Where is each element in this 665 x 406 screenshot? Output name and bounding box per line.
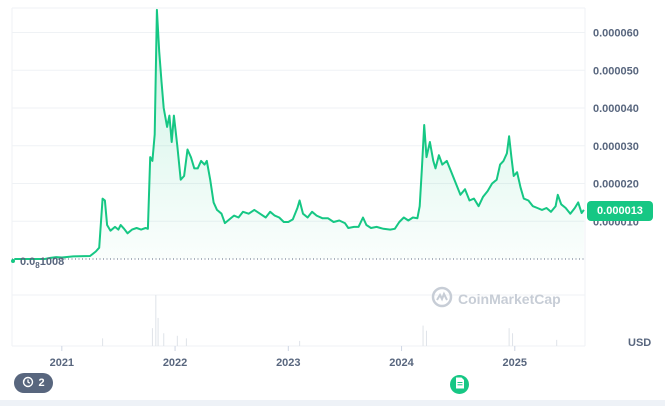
x-tick-label: 2023 [276, 357, 300, 369]
currency-label: USD [628, 337, 652, 349]
watermark: CoinMarketCap [431, 286, 561, 311]
y-tick-label: 0.000040 [593, 103, 639, 115]
volume-bar [425, 330, 427, 346]
x-tick-label: 2022 [163, 357, 187, 369]
coinmarketcap-logo-icon [431, 286, 453, 311]
current-price-badge: 0.000013 [587, 201, 653, 221]
volume-bar [102, 338, 104, 346]
note-button[interactable] [450, 375, 469, 394]
x-tick-label: 2024 [389, 357, 414, 369]
document-icon [455, 376, 465, 394]
x-tick-label: 2025 [503, 357, 527, 369]
volume-bar [155, 295, 157, 346]
start-price-dot [11, 259, 15, 263]
volume-bar [163, 333, 165, 346]
y-tick-label: 0.000060 [593, 28, 639, 40]
y-axis-ticks: 0.000060 0.000050 0.000040 0.000030 0.000020… [593, 28, 639, 229]
history-count: 2 [38, 377, 45, 389]
start-price-label: 0.081008 [20, 256, 65, 271]
bottom-strip [0, 400, 665, 406]
volume-bar [185, 338, 187, 346]
volume-bar [508, 328, 510, 346]
y-tick-label: 0.000020 [593, 179, 639, 191]
volume-bar [157, 317, 159, 346]
watermark-text: CoinMarketCap [458, 290, 561, 307]
x-tick-label: 2021 [50, 357, 74, 369]
history-button[interactable]: 2 [14, 373, 53, 393]
volume-bar [512, 333, 514, 346]
volume-bars [102, 295, 558, 346]
volume-bar [556, 339, 558, 346]
x-axis-ticks: 2021 2022 2023 2024 2025 [50, 346, 527, 369]
volume-bar [422, 325, 424, 346]
y-tick-label: 0.000050 [593, 65, 639, 77]
history-icon [22, 376, 34, 391]
volume-bar [299, 340, 301, 346]
volume-bar [176, 335, 178, 346]
volume-bar [151, 328, 153, 346]
y-tick-label: 0.000030 [593, 141, 639, 153]
price-line [14, 8, 585, 260]
